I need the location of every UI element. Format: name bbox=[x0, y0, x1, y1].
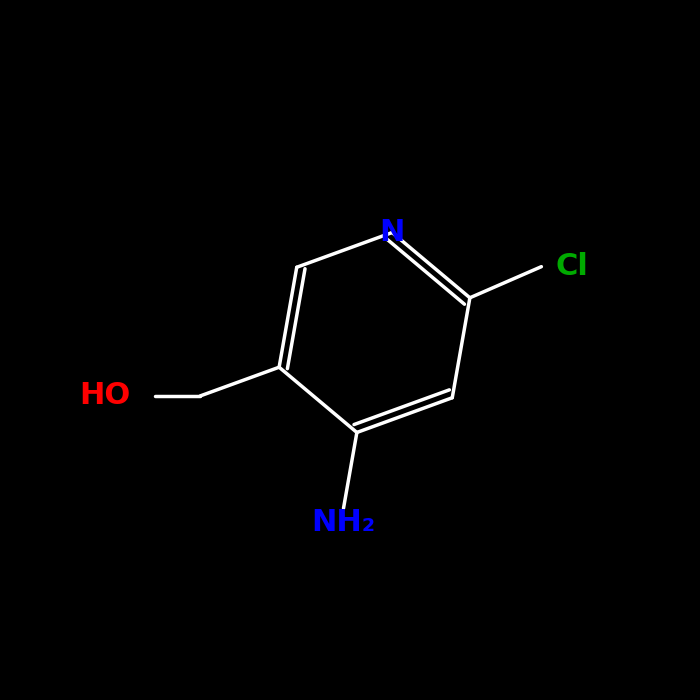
Text: HO: HO bbox=[79, 382, 130, 410]
Text: Cl: Cl bbox=[555, 252, 588, 281]
Text: NH₂: NH₂ bbox=[312, 508, 376, 538]
Text: N: N bbox=[379, 218, 405, 247]
